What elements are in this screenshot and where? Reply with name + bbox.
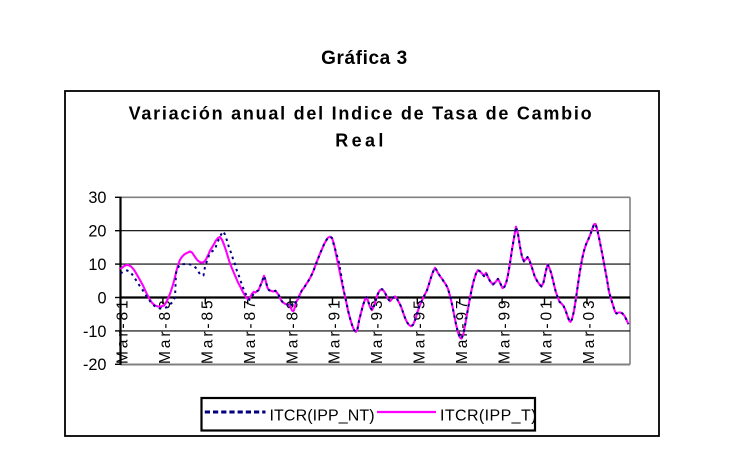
svg-text:10: 10 [88, 256, 106, 274]
svg-text:Mar-99: Mar-99 [496, 298, 513, 365]
svg-text:20: 20 [88, 223, 106, 241]
svg-text:Variación anual del Indice de: Variación anual del Indice de Tasa de Ca… [129, 104, 594, 124]
svg-text:Mar-87: Mar-87 [242, 298, 259, 365]
svg-text:Mar-81: Mar-81 [115, 298, 132, 365]
svg-text:Mar-89: Mar-89 [284, 298, 301, 365]
svg-text:Mar-03: Mar-03 [581, 298, 598, 365]
svg-text:0: 0 [97, 289, 106, 307]
svg-text:-10: -10 [83, 323, 107, 341]
svg-text:30: 30 [88, 189, 106, 207]
svg-text:Mar-83: Mar-83 [157, 298, 174, 365]
svg-text:Gráfica 3: Gráfica 3 [321, 48, 408, 69]
svg-text:Mar-01: Mar-01 [539, 298, 556, 365]
svg-text:Real: Real [335, 131, 387, 151]
svg-text:Mar-85: Mar-85 [200, 298, 217, 365]
svg-text:ITCR(IPP_NT): ITCR(IPP_NT) [270, 407, 375, 424]
svg-text:Mar-93: Mar-93 [369, 298, 386, 365]
svg-text:Mar-91: Mar-91 [327, 298, 344, 365]
svg-text:ITCR(IPP_T): ITCR(IPP_T) [440, 407, 537, 424]
svg-text:-20: -20 [83, 356, 107, 374]
